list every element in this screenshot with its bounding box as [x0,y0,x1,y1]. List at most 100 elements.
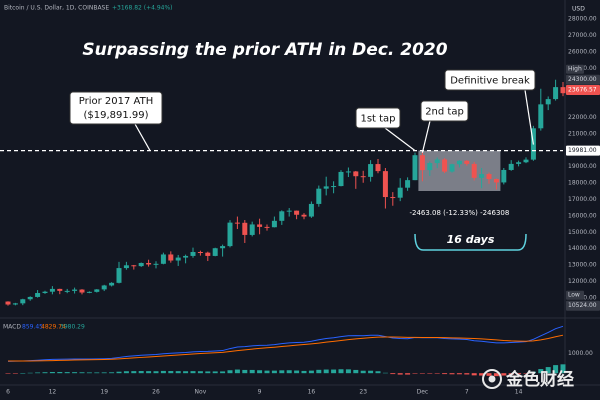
candle-body [57,288,63,291]
candle-body [501,169,507,183]
histogram-bar [508,373,514,375]
candle-body [183,255,189,258]
histogram-bar [390,373,396,375]
histogram-bar [72,372,78,374]
histogram-bar [464,373,470,375]
candle-body [301,214,307,217]
signal-line [7,334,564,362]
callout-text: 2nd tap [425,107,464,118]
candle-body [197,252,203,253]
histogram-bar [257,370,263,374]
histogram-bar [479,373,485,376]
x-tick-label: 23 [359,389,367,396]
candle-body [397,187,403,198]
histogram-bar [212,371,218,374]
candle-body [279,211,285,221]
histogram-bar [375,371,381,374]
histogram-bar [286,370,292,374]
histogram-bar [331,369,337,374]
candle-body [72,289,78,291]
x-tick-label: 7 [465,389,469,396]
histogram-bar [175,371,181,374]
candle-body [434,159,440,164]
histogram-bar [368,370,374,374]
histogram-bar [353,369,359,374]
candle-body [479,174,485,178]
histogram-bar [419,373,425,374]
y-tick-label: 16000.00 [568,212,597,219]
histogram-bar [205,371,211,374]
candle-body [220,246,226,249]
histogram-bar [294,370,300,374]
measure-label: -2463.08 (-12.33%) -246308 [409,209,509,217]
watermark-text: 金色财经 [505,369,574,390]
y-tick-label: 13000.00 [568,262,597,269]
callout-pointer [524,89,534,145]
histogram-bar [35,372,41,374]
histogram-bar [501,373,507,376]
histogram-bar [412,373,418,374]
histogram-bar [345,369,351,374]
histogram-bar [79,372,85,374]
candle-body [12,303,18,305]
histogram-bar [523,373,529,374]
price-tag-title: Low [568,292,580,299]
marks: 11000.0012000.0013000.0014000.0015000.00… [0,16,600,396]
candle-body [368,164,374,177]
candle-body [345,171,351,173]
candle-body [523,159,529,163]
candle-body [205,252,211,256]
histogram-bar [101,372,107,374]
histogram-bar [49,372,55,374]
callout-text: Definitive break [450,76,530,87]
histogram-bar [86,372,92,374]
y-tick-label: 22000.00 [568,114,597,121]
candle-body [456,160,462,165]
histogram-bar [264,370,270,374]
candle-body [79,289,85,293]
price-tag-box [566,300,600,311]
ath-tag-box [566,145,600,156]
histogram-bar [131,371,137,374]
y-tick-label: 18000.00 [568,180,597,187]
candle-body [138,262,144,267]
macd-line [7,325,564,362]
callout-pointer [134,123,151,151]
candle-body [405,180,411,188]
currency: USD [572,6,585,13]
y-tick-label: 1000.00 [568,350,593,357]
histogram-bar [560,364,566,374]
histogram-bar [190,371,196,374]
histogram-bar [538,369,544,374]
histogram-bar [427,373,433,374]
histogram-bar [249,369,255,374]
histogram-bar [516,373,522,375]
candle-body [442,159,448,172]
candle-body [271,220,277,228]
callout-box [444,69,536,91]
candle-body [27,296,33,300]
histogram-bar [116,371,122,374]
candle-body [249,224,255,235]
price-tag-title-box [566,64,584,74]
histogram-bar [234,369,240,374]
histogram-bar [138,371,144,374]
candle-body [264,226,270,228]
candle-body [227,222,233,247]
candle-body [212,248,218,256]
price-tag-box [566,74,600,85]
histogram-bar [146,371,152,374]
histogram-bar [160,370,166,374]
candle-body [123,265,129,269]
candle-body [508,163,514,170]
indicator-name: MACD [3,324,21,331]
candle-body [553,87,559,100]
histogram-bar [316,369,322,374]
candle-body [331,186,337,188]
indicator-value: 4829.74 [41,324,66,331]
candle-body [160,254,166,264]
x-tick-label: 12 [49,389,57,396]
y-tick-label: 28000.00 [568,16,597,23]
candle-body [35,293,41,297]
